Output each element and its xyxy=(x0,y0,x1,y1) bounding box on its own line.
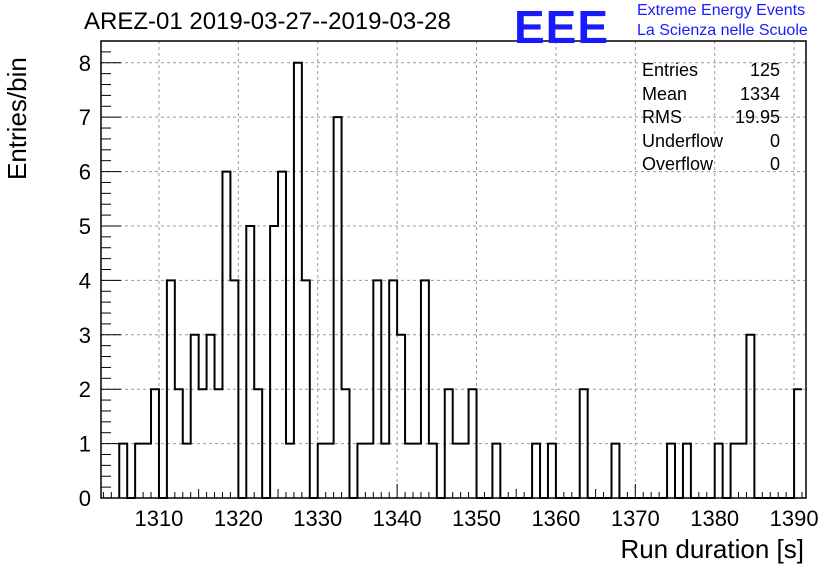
y-tick-label: 3 xyxy=(79,323,91,348)
stats-label: RMS xyxy=(642,107,682,127)
x-tick-label: 1310 xyxy=(134,506,183,531)
stats-value: 0 xyxy=(769,130,780,151)
stats-value: 19.95 xyxy=(734,107,780,127)
y-tick-label: 6 xyxy=(79,160,91,185)
x-tick-label: 1320 xyxy=(214,506,263,531)
y-tick-label: 0 xyxy=(79,486,91,511)
x-tick-label: 1330 xyxy=(293,506,342,531)
x-tick-label: 1350 xyxy=(452,506,501,531)
stats-box: Entries 125 Mean 1334 RMS 19.95 Underflow 0 … xyxy=(642,59,780,177)
stats-value: 125 xyxy=(749,60,780,80)
stats-row-underflow: Underflow 0 xyxy=(642,130,780,154)
chart-title: AREZ-01 2019-03-27--2019-03-28 xyxy=(84,8,451,35)
y-axis-label: Entries/bin xyxy=(2,57,32,180)
y-tick-label: 5 xyxy=(79,214,91,239)
logo-subtitle-2: La Scienza nelle Scuole xyxy=(637,22,808,39)
axis-ticks: 1310 1320 1330 1340 1350 1360 1370 1380 1390 0 1 2 3… xyxy=(79,40,819,531)
y-tick-label: 4 xyxy=(79,268,91,293)
x-tick-label: 1370 xyxy=(611,506,660,531)
stats-value: 0 xyxy=(769,154,780,174)
stats-row-overflow: Overflow 0 xyxy=(642,153,780,177)
x-axis-label: Run duration [s] xyxy=(620,534,804,564)
stats-row-mean: Mean 1334 xyxy=(642,83,780,107)
stats-row-rms: RMS 19.95 xyxy=(642,106,780,130)
stats-value: 1334 xyxy=(739,83,780,104)
stats-label: Mean xyxy=(642,83,688,104)
histogram-series xyxy=(118,61,803,499)
stats-row-entries: Entries 125 xyxy=(642,59,780,83)
stats-label: Underflow xyxy=(642,130,724,151)
y-tick-label: 7 xyxy=(79,105,91,130)
eee-logo: EEE xyxy=(514,1,610,53)
stats-label: Overflow xyxy=(642,154,714,174)
x-tick-label: 1340 xyxy=(373,506,422,531)
x-tick-label: 1360 xyxy=(531,506,580,531)
x-tick-label: 1390 xyxy=(770,506,819,531)
y-tick-label: 8 xyxy=(79,51,91,76)
y-tick-label: 1 xyxy=(79,432,91,457)
logo-subtitle-1: Extreme Energy Events xyxy=(637,2,806,19)
x-tick-label: 1380 xyxy=(690,506,739,531)
stats-label: Entries xyxy=(642,60,699,80)
y-tick-label: 2 xyxy=(79,377,91,402)
